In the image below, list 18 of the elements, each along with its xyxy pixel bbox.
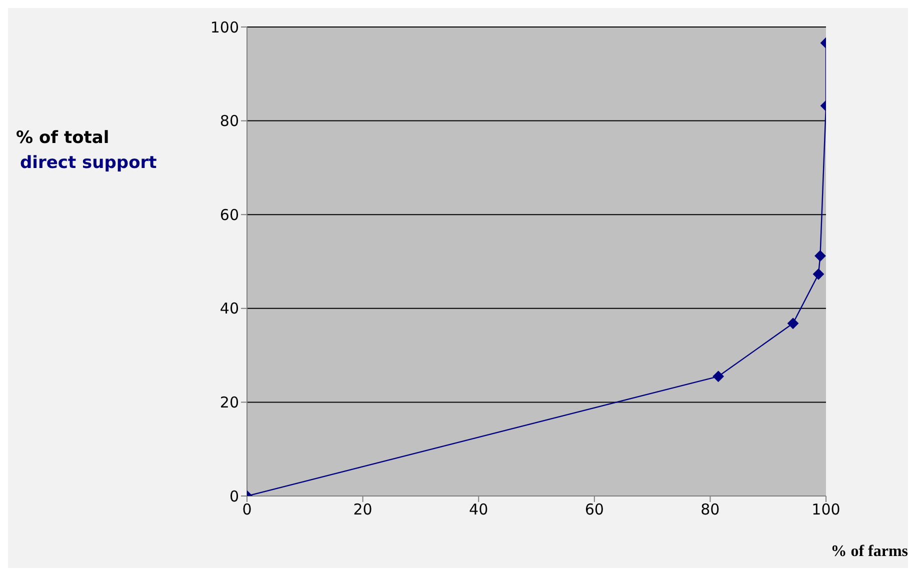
x-tick-label: 40 xyxy=(469,500,488,519)
point xyxy=(712,370,724,382)
y-tick-label: 60 xyxy=(220,206,239,224)
x-tick-label: 100 xyxy=(812,500,840,519)
point xyxy=(787,318,798,329)
x-tick-label: 80 xyxy=(700,500,720,519)
y-tick-label: 100 xyxy=(210,18,239,36)
point xyxy=(812,268,824,280)
y-tick-label: 0 xyxy=(229,487,239,506)
x-tick-label: 60 xyxy=(584,500,604,519)
y-tick-label: 40 xyxy=(220,300,239,318)
x-tick-label: 0 xyxy=(242,500,252,519)
y-tick-label: 80 xyxy=(220,112,239,130)
y-tick-label: 20 xyxy=(220,394,239,412)
point xyxy=(814,250,826,262)
x-tick-label: 20 xyxy=(353,500,372,519)
x-axis-title: % of farms xyxy=(830,543,908,561)
y-axis-title: % of total direct support xyxy=(16,127,157,175)
